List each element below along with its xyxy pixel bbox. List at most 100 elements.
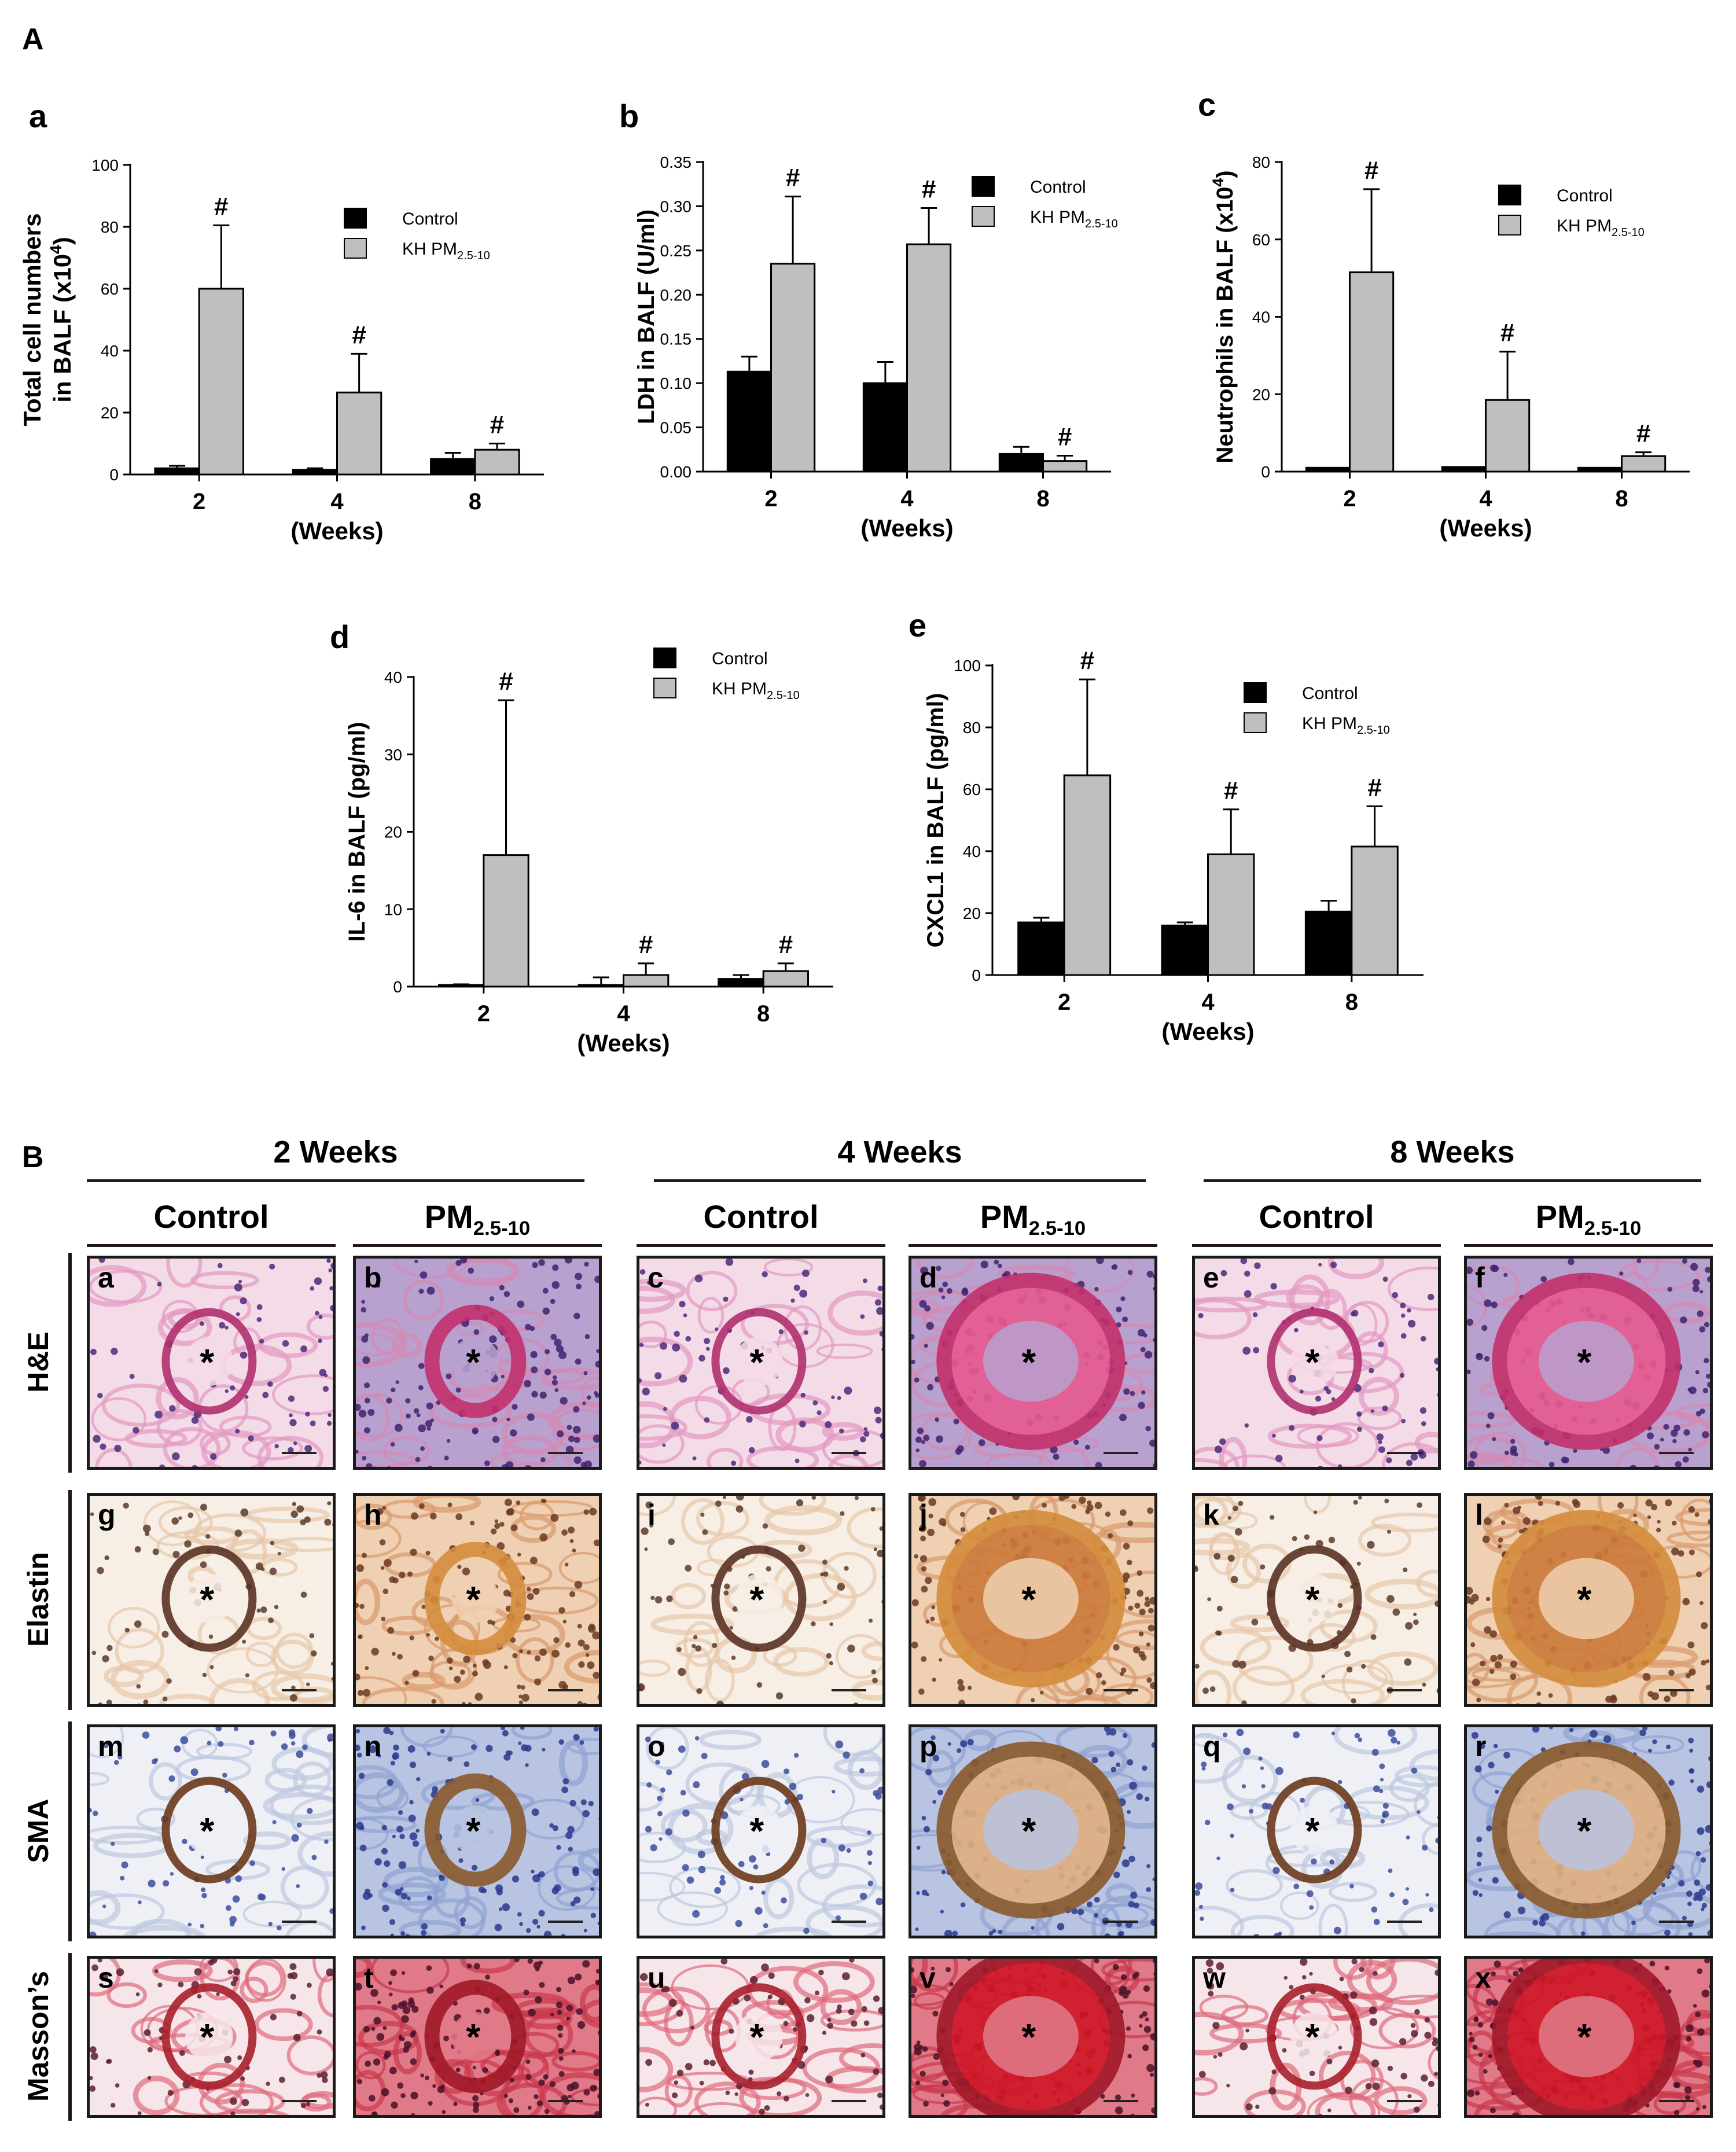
cell-nucleus bbox=[838, 1844, 845, 1851]
cell-nucleus bbox=[410, 1761, 416, 1768]
cell-nucleus bbox=[1226, 2084, 1230, 2087]
cell-nucleus bbox=[504, 1291, 510, 1297]
cell-nucleus bbox=[476, 1798, 480, 1802]
cell-nucleus bbox=[507, 1508, 514, 1515]
cell-nucleus bbox=[363, 1689, 370, 1697]
vessel-lumen-marker: * bbox=[200, 1809, 214, 1852]
cell-nucleus bbox=[200, 1924, 204, 1929]
cell-nucleus bbox=[1686, 1890, 1693, 1897]
cell-nucleus bbox=[1338, 1464, 1342, 1468]
cell-nucleus bbox=[1697, 1968, 1702, 1974]
cell-nucleus bbox=[837, 1583, 845, 1591]
cell-nucleus bbox=[1561, 1456, 1568, 1463]
cell-nucleus bbox=[1329, 1859, 1334, 1864]
cell-nucleus bbox=[692, 1644, 696, 1648]
cell-nucleus bbox=[1374, 1919, 1380, 1925]
cell-nucleus bbox=[926, 1322, 934, 1330]
cell-nucleus bbox=[596, 1969, 601, 1974]
cell-nucleus bbox=[753, 1864, 759, 1870]
cell-nucleus bbox=[473, 2066, 476, 2069]
cell-nucleus bbox=[553, 1375, 557, 1380]
cell-nucleus bbox=[928, 1514, 933, 1518]
cell-nucleus bbox=[401, 1893, 408, 1900]
cell-nucleus bbox=[486, 1745, 492, 1752]
cell-nucleus bbox=[1417, 1502, 1422, 1508]
cell-nucleus bbox=[1095, 1502, 1102, 1509]
cell-nucleus bbox=[461, 1922, 465, 1926]
cell-nucleus bbox=[112, 2116, 117, 2118]
cell-nucleus bbox=[1223, 1732, 1227, 1737]
cell-nucleus bbox=[268, 1617, 274, 1623]
histology-panel-label: b bbox=[364, 1261, 382, 1294]
section-b-label: B bbox=[22, 1140, 44, 1175]
cell-nucleus bbox=[936, 1436, 943, 1443]
cell-nucleus bbox=[1647, 1515, 1652, 1520]
cell-nucleus bbox=[491, 1528, 496, 1534]
cell-nucleus bbox=[454, 1676, 461, 1683]
cell-nucleus bbox=[573, 1734, 579, 1741]
y-tick-label-d: 30 bbox=[384, 746, 402, 764]
vessel-lumen-marker: * bbox=[749, 1341, 764, 1384]
cell-nucleus bbox=[1358, 1496, 1362, 1499]
cell-nucleus bbox=[1294, 1328, 1299, 1333]
cell-nucleus bbox=[260, 1606, 267, 1613]
cell-nucleus bbox=[209, 1635, 213, 1639]
cell-nucleus bbox=[748, 2069, 753, 2074]
cell-nucleus bbox=[920, 1555, 927, 1562]
cell-nucleus bbox=[759, 2109, 765, 2115]
cell-nucleus bbox=[91, 2052, 98, 2060]
cell-nucleus bbox=[291, 1834, 299, 1842]
cell-nucleus bbox=[1568, 1259, 1574, 1265]
histology-panel-label: s bbox=[98, 1961, 114, 1995]
cell-nucleus bbox=[582, 1401, 586, 1405]
cell-nucleus bbox=[328, 1413, 331, 1417]
cell-nucleus bbox=[1282, 2048, 1287, 2052]
cell-nucleus bbox=[1388, 1868, 1393, 1873]
cell-nucleus bbox=[1689, 1669, 1695, 1676]
cell-nucleus bbox=[399, 1861, 407, 1869]
y-label-c: Neutrophils in BALF (x104) bbox=[1209, 170, 1238, 463]
cell-nucleus bbox=[584, 1262, 589, 1267]
cell-nucleus bbox=[411, 2006, 418, 2013]
cell-nucleus bbox=[499, 1522, 505, 1527]
legend-swatch-kh bbox=[1244, 713, 1266, 733]
cell-nucleus bbox=[968, 1704, 972, 1707]
cell-nucleus bbox=[459, 1858, 464, 1863]
cell-nucleus bbox=[1261, 1784, 1266, 1788]
cell-nucleus bbox=[1101, 1680, 1106, 1686]
cell-nucleus bbox=[371, 1648, 379, 1656]
histology-panel: r* bbox=[1464, 1724, 1713, 1938]
y-tick-label-e: 60 bbox=[963, 781, 981, 799]
cell-nucleus bbox=[1347, 1667, 1352, 1672]
cell-nucleus bbox=[575, 1973, 582, 1980]
cell-nucleus bbox=[567, 1425, 572, 1430]
cell-nucleus bbox=[558, 2048, 564, 2054]
cell-nucleus bbox=[926, 1893, 929, 1896]
cell-nucleus bbox=[1077, 2117, 1082, 2118]
cell-nucleus bbox=[1150, 1919, 1157, 1926]
cell-nucleus bbox=[1495, 1661, 1502, 1668]
cell-nucleus bbox=[398, 1810, 403, 1815]
cell-nucleus bbox=[306, 1683, 310, 1686]
cell-nucleus bbox=[847, 1645, 855, 1653]
cell-nucleus bbox=[1085, 1445, 1090, 1450]
cell-nucleus bbox=[274, 1444, 279, 1448]
cell-nucleus bbox=[690, 2026, 694, 2030]
cell-nucleus bbox=[333, 1910, 336, 1915]
cell-nucleus bbox=[1382, 1813, 1387, 1818]
cell-nucleus bbox=[777, 2091, 781, 2096]
cell-nucleus bbox=[1481, 1325, 1487, 1331]
y-tick-label-a: 0 bbox=[109, 466, 119, 484]
cell-nucleus bbox=[942, 1522, 946, 1526]
cell-nucleus bbox=[561, 1786, 568, 1793]
cell-nucleus bbox=[519, 1649, 523, 1653]
cell-nucleus bbox=[1483, 2069, 1488, 2074]
histology-panel: k* bbox=[1192, 1493, 1441, 1707]
cell-nucleus bbox=[1706, 1884, 1712, 1890]
cell-nucleus bbox=[200, 1561, 207, 1568]
cell-nucleus bbox=[666, 1770, 672, 1775]
cell-nucleus bbox=[323, 1386, 329, 1392]
cell-nucleus bbox=[930, 1617, 935, 1621]
y-tick-label-a: 100 bbox=[91, 156, 119, 174]
cell-nucleus bbox=[201, 1856, 204, 1859]
